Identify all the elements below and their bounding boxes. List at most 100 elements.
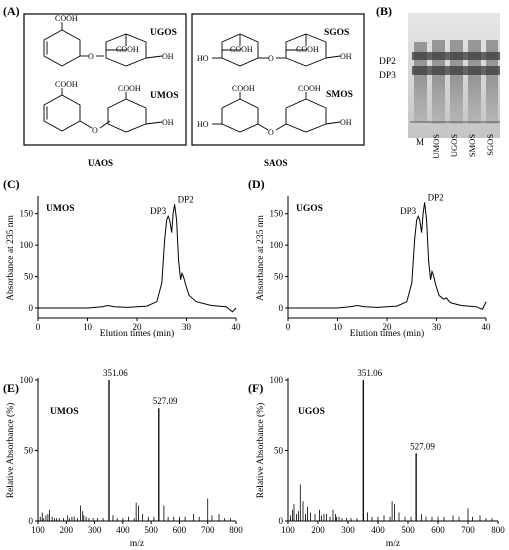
y-tick-label-d: 150: [270, 209, 284, 219]
o-label: O: [88, 52, 94, 61]
peak-label-e: 527.09: [153, 396, 178, 406]
y-tick-label-d: 50: [274, 272, 284, 282]
lane-label-smos: SMOS: [467, 134, 477, 157]
y-axis-title-e: Relative Absorbance (%): [5, 403, 16, 499]
sgos-label: SGOS: [324, 28, 349, 38]
ugos-structure: [43, 22, 163, 67]
y-tick-label-c: 150: [20, 209, 34, 219]
x-tick-label-f: 600: [431, 525, 445, 535]
x-tick-label-f: 200: [311, 525, 325, 535]
o-label: O: [92, 126, 98, 135]
cooh-label: COOH: [55, 80, 78, 89]
sample-label-c: UMOS: [46, 204, 75, 214]
x-tick-label-d: 10: [333, 322, 343, 332]
y-tick-label-e: 0: [29, 516, 34, 526]
dp3-band: [412, 66, 500, 75]
y-tick-label-f: 100: [270, 375, 284, 385]
smos-label: SMOS: [326, 90, 353, 100]
x-tick-label-e: 400: [116, 525, 130, 535]
x-tick-label-d: 0: [286, 322, 291, 332]
cooh-label: COOH: [118, 84, 141, 93]
cooh-label: COOH: [298, 84, 321, 93]
panel-label-a: (A): [3, 4, 20, 18]
x-tick-label-c: 30: [182, 322, 192, 332]
y-axis-title-c: Absorbance at 235 nm: [6, 215, 16, 301]
peak-label-f: 351.06: [357, 368, 382, 378]
lane-label-umos: UMOS: [431, 134, 441, 159]
peak-label-e: 351.06: [103, 368, 128, 378]
x-tick-label-d: 40: [482, 322, 492, 332]
peak-label-c: DP2: [178, 194, 194, 204]
x-tick-label-e: 800: [229, 525, 243, 535]
x-tick-label-e: 100: [31, 525, 45, 535]
panel-label-e: (E): [3, 381, 19, 395]
peak-label-c: DP3: [150, 206, 167, 216]
lane-label-sgos: SGOS: [485, 134, 495, 156]
x-tick-label-f: 700: [461, 525, 475, 535]
y-axis-title-d: Absorbance at 235 nm: [256, 215, 266, 301]
cooh-label: COOH: [230, 45, 253, 54]
x-tick-label-c: 20: [133, 322, 143, 332]
x-tick-label-f: 800: [491, 525, 505, 535]
panel-label-d: (D): [248, 177, 265, 191]
peak-label-f: 527.09: [410, 441, 435, 451]
ho-label: HO: [197, 54, 209, 63]
umos-label: UMOS: [150, 91, 179, 101]
x-tick-label-c: 10: [83, 322, 93, 332]
peak-label-d: DP3: [400, 206, 417, 216]
oh-label: OH: [340, 52, 352, 61]
lane-label-m: M: [416, 137, 424, 147]
cooh-label: COOH: [55, 14, 78, 23]
dp2-label: DP2: [379, 57, 396, 67]
x-tick-label-d: 30: [432, 322, 442, 332]
y-tick-label-d: 100: [270, 240, 284, 250]
x-tick-label-f: 400: [371, 525, 385, 535]
x-axis-title-d: Elution times (min): [350, 328, 424, 339]
dp3-label: DP3: [379, 71, 396, 81]
saos-box: [191, 13, 365, 146]
ho-label: HO: [197, 120, 209, 129]
x-axis-title-f: m/z: [386, 539, 400, 549]
y-tick-label-c: 100: [20, 240, 34, 250]
peak-label-d: DP2: [428, 192, 444, 202]
o-label: O: [268, 54, 274, 63]
saos-caption: SAOS: [264, 158, 288, 168]
cooh-label: COOH: [232, 84, 255, 93]
x-tick-label-f: 100: [281, 525, 295, 535]
y-tick-label-e: 50: [24, 446, 34, 456]
sgos-structure: [212, 33, 341, 67]
oh-label: OH: [162, 118, 174, 127]
sample-label-f: UGOS: [298, 407, 325, 417]
x-tick-label-e: 700: [201, 525, 215, 535]
y-tick-label-e: 100: [20, 375, 34, 385]
x-axis-title-c: Elution times (min): [100, 328, 174, 339]
y-tick-label-c: 50: [24, 272, 34, 282]
x-tick-label-e: 600: [173, 525, 187, 535]
oh-label: OH: [162, 52, 174, 61]
o-label: O: [268, 128, 274, 137]
x-tick-label-f: 500: [401, 525, 415, 535]
x-tick-label-c: 40: [232, 322, 242, 332]
tlc-lanes: [410, 40, 500, 124]
sample-label-d: UGOS: [296, 204, 323, 214]
panel-label-b: (B): [376, 4, 392, 18]
panel-label-f: (F): [248, 381, 263, 395]
x-tick-label-e: 200: [60, 525, 74, 535]
x-tick-label-c: 0: [36, 322, 41, 332]
uaos-caption: UAOS: [88, 158, 113, 168]
x-axis-title-e: m/z: [130, 539, 144, 549]
y-tick-label-f: 50: [274, 446, 284, 456]
x-tick-label-e: 500: [144, 525, 158, 535]
y-axis-title-f: Relative Absorbance (%): [255, 403, 266, 499]
cooh-label: COOH: [116, 45, 139, 54]
y-tick-label-d: 0: [279, 303, 284, 313]
x-tick-label-e: 300: [88, 525, 102, 535]
smos-structure: [212, 92, 341, 133]
chromatogram-line-d: [288, 202, 487, 310]
panel-label-c: (C): [3, 177, 20, 191]
sample-label-e: UMOS: [50, 407, 79, 417]
x-tick-label-d: 20: [383, 322, 393, 332]
lane-label-ugos: UGOS: [449, 134, 459, 157]
